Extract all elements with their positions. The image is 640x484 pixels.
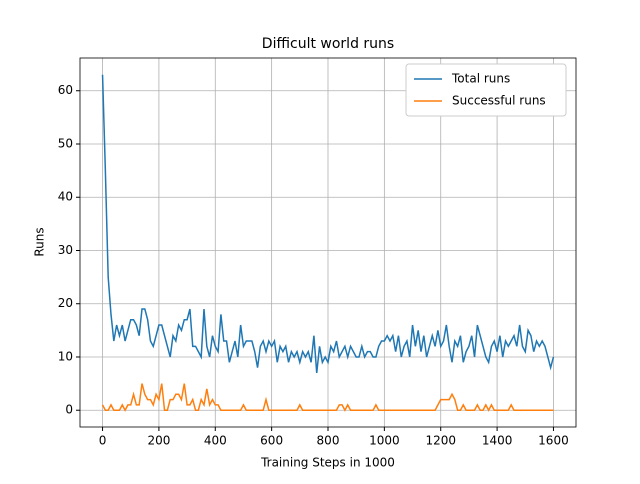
data-line (101, 74, 555, 374)
y-tick-label: 30 (58, 243, 73, 257)
legend-label: Successful runs (452, 94, 546, 108)
y-axis-label: Runs (33, 227, 47, 256)
x-axis-label: Training Steps in 1000 (260, 456, 395, 470)
x-tick-label: 600 (260, 434, 283, 448)
plot-frame (79, 57, 577, 428)
y-tick-label: 40 (58, 190, 73, 204)
y-tick-label: 20 (58, 296, 73, 310)
x-tick-label: 800 (317, 434, 340, 448)
y-tick-label: 0 (65, 403, 73, 417)
x-tick-label: 0 (99, 434, 107, 448)
x-tick-label: 1200 (425, 434, 456, 448)
x-tick-label: 1000 (369, 434, 400, 448)
legend-box (405, 63, 567, 117)
x-tick-label: 1600 (538, 434, 569, 448)
legend-label: Total runs (451, 72, 510, 86)
x-tick-label: 400 (204, 434, 227, 448)
y-tick-label: 60 (58, 83, 73, 97)
chart-title: Difficult world runs (262, 36, 394, 52)
data-line (101, 383, 554, 412)
x-tick-label: 1400 (482, 434, 513, 448)
y-tick-label: 10 (58, 349, 73, 363)
x-tick-label: 200 (147, 434, 170, 448)
y-tick-label: 50 (58, 136, 73, 150)
